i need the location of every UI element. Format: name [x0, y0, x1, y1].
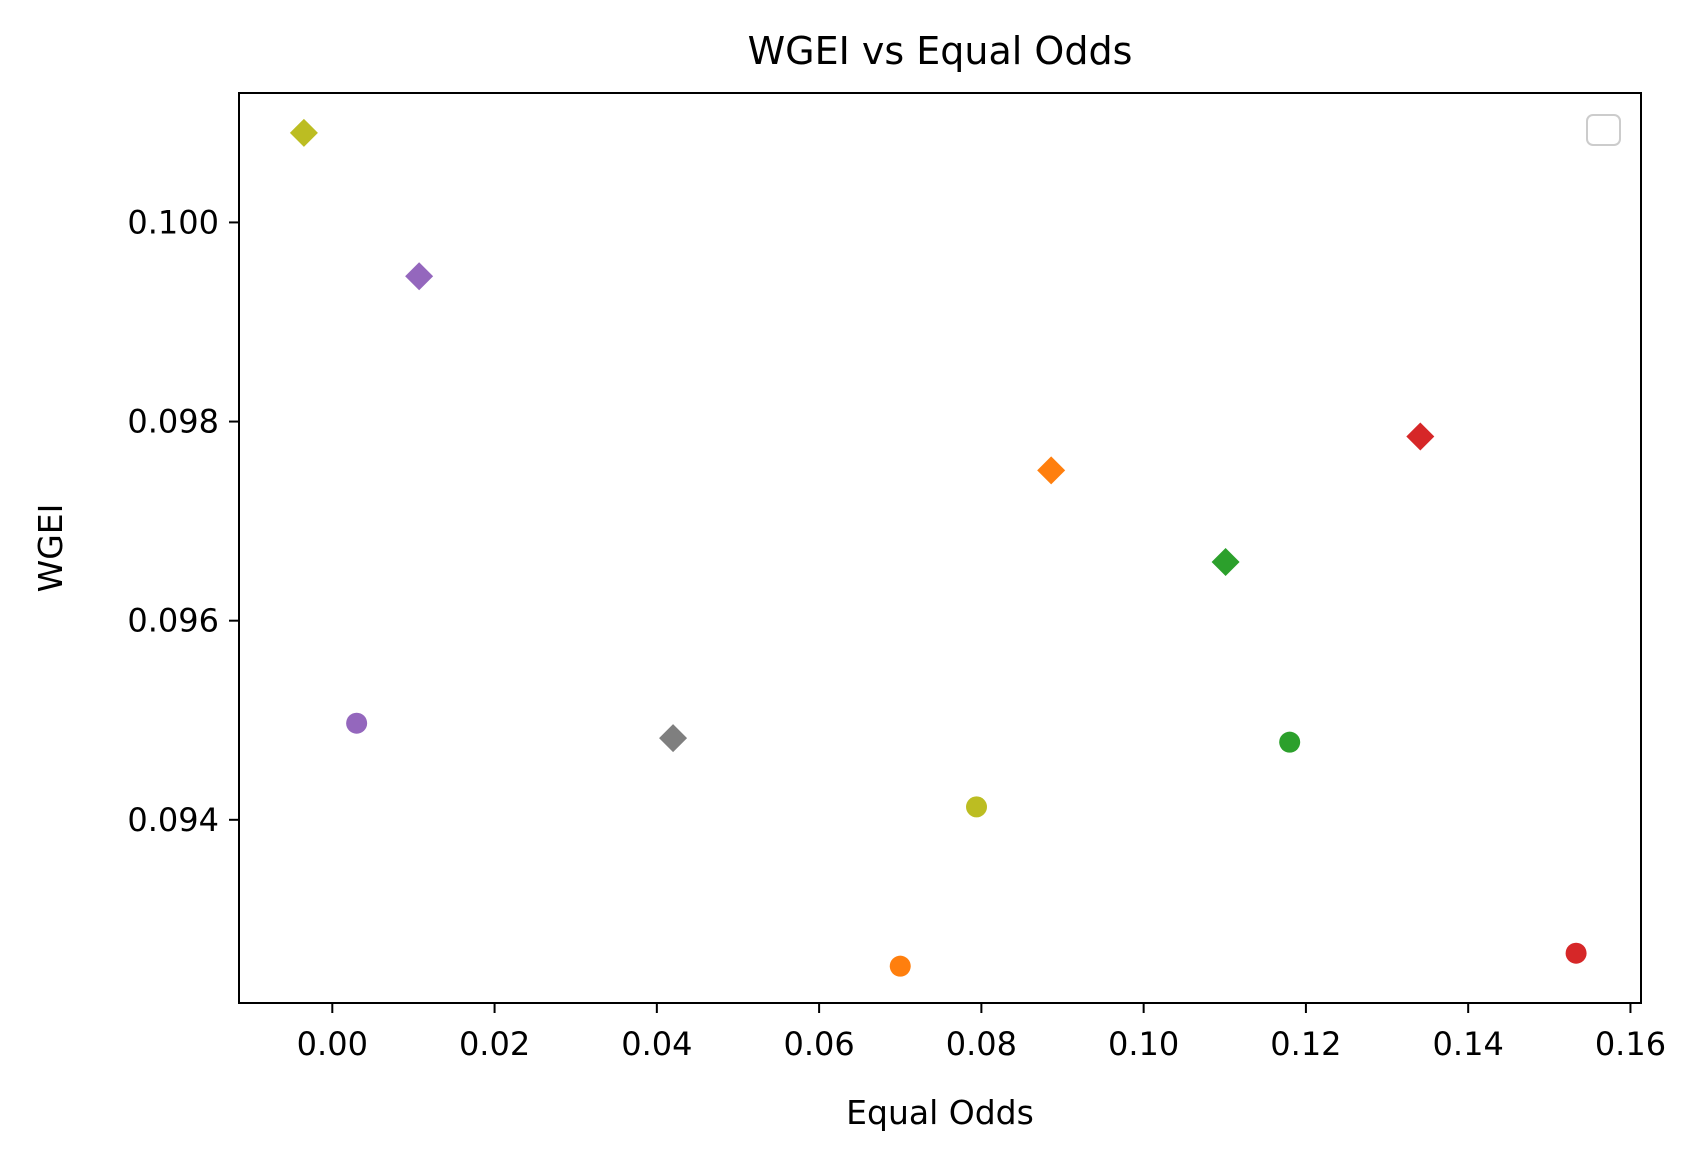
plot-area [238, 92, 1642, 1004]
y-axis: 0.094 0.096 0.098 0.100 [127, 203, 239, 839]
y-axis-label: WGEI [31, 504, 70, 593]
diamond-point [1037, 456, 1066, 485]
x-axis: 0.00 0.02 0.04 0.06 0.08 0.10 0.12 0.14 0.16 [297, 1003, 1666, 1063]
data-points [289, 118, 1587, 977]
x-tick-label: 0.00 [297, 1025, 368, 1063]
circle-point [966, 796, 988, 818]
x-tick-label: 0.02 [459, 1025, 530, 1063]
x-tick-label: 0.16 [1595, 1025, 1666, 1063]
x-tick-label: 0.14 [1433, 1025, 1504, 1063]
legend-box [1586, 114, 1621, 146]
x-tick-label: 0.06 [783, 1025, 854, 1063]
y-tick-label: 0.096 [127, 602, 219, 640]
y-tick-label: 0.098 [127, 403, 219, 441]
circle-point [889, 955, 911, 977]
diamond-point [1406, 422, 1435, 451]
circle-point [1279, 731, 1301, 753]
y-tick-label: 0.100 [127, 203, 219, 241]
x-tick-label: 0.08 [946, 1025, 1017, 1063]
diamond-point [289, 118, 318, 147]
circle-point [346, 712, 368, 734]
diamond-point [659, 724, 688, 753]
y-tick-label: 0.094 [127, 801, 219, 839]
x-tick-label: 0.04 [621, 1025, 692, 1063]
x-tick-label: 0.10 [1108, 1025, 1179, 1063]
chart-title: WGEI vs Equal Odds [748, 29, 1133, 73]
x-axis-label: Equal Odds [846, 1093, 1034, 1132]
circle-point [1565, 942, 1587, 964]
diamond-point [405, 262, 434, 291]
x-tick-label: 0.12 [1270, 1025, 1341, 1063]
diamond-point [1211, 547, 1240, 576]
